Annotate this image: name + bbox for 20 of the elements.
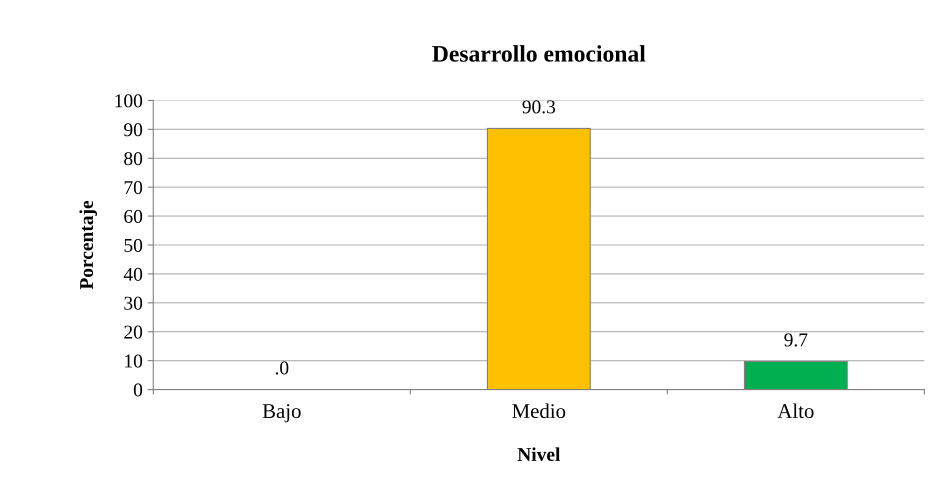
data-label: 90.3 [522, 100, 556, 114]
data-label: 9.7 [784, 333, 808, 347]
x-tick-label: Medio [512, 403, 566, 418]
y-tick-label: 90 [124, 123, 142, 136]
y-tick-label: 0 [134, 383, 142, 396]
x-axis-title: Nivel [518, 447, 560, 462]
y-tick-label: 10 [125, 354, 142, 368]
y-tick-label: 50 [124, 238, 142, 252]
data-label: .0 [276, 361, 288, 375]
y-tick-label: 70 [124, 180, 142, 194]
x-tick-label: Bajo [262, 404, 301, 422]
y-tick-label: 60 [124, 210, 142, 224]
y-tick-label: 20 [124, 326, 142, 339]
y-tick-label: 40 [124, 268, 142, 281]
x-tick-label: Alto [778, 403, 814, 418]
y-tick-label: 30 [124, 296, 142, 310]
y-tick-label: 80 [124, 152, 142, 166]
y-tick-label: 100 [115, 94, 142, 108]
y-axis-title: Porcentaje [79, 200, 98, 290]
chart-title: Desarrollo emocional [432, 45, 646, 62]
